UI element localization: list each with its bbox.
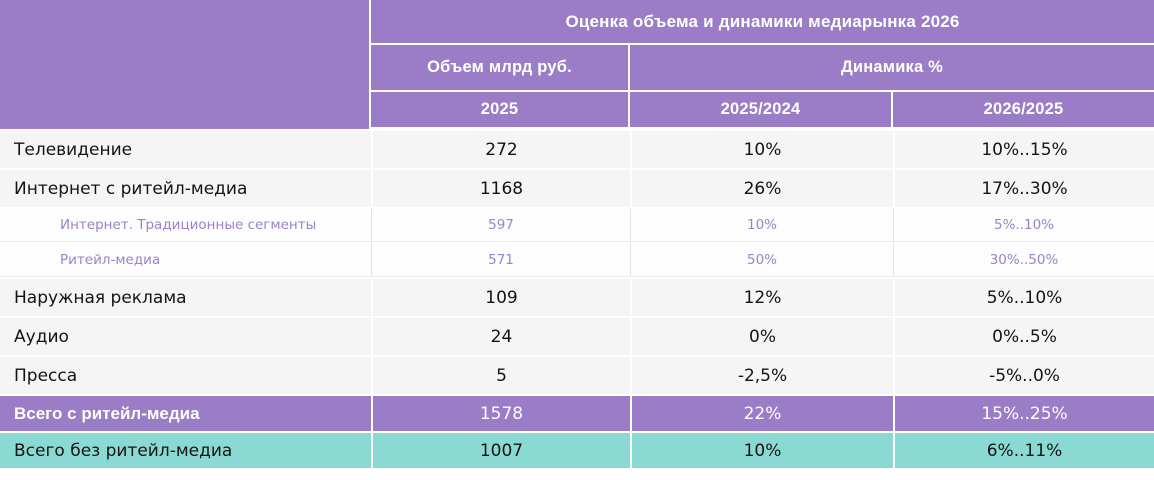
header-row-groups: Объем млрд руб. Динамика % — [0, 45, 1154, 92]
media-table: Оценка объема и динамики медиарынка 2026… — [0, 0, 1154, 468]
dynamics-2025-2024-value: 10% — [630, 431, 893, 468]
dynamics-2025-2024-value: 50% — [630, 242, 893, 277]
segment-label: Ритейл-медиа — [0, 242, 371, 277]
segment-label: Интернет с ритейл-медиа — [0, 168, 371, 207]
volume-value: 272 — [371, 129, 630, 168]
row-television: Телевидение 272 10% 10%..15% — [0, 129, 1154, 168]
header-col-2026-2025: 2026/2025 — [893, 92, 1154, 129]
segment-label: Интернет. Традиционные сегменты — [0, 207, 371, 242]
row-retail-media: Ритейл-медиа 571 50% 30%..50% — [0, 242, 1154, 277]
dynamics-2026-2025-value: 0%..5% — [893, 316, 1154, 355]
dynamics-2025-2024-value: 12% — [630, 277, 893, 316]
dynamics-2025-2024-value: 10% — [630, 207, 893, 242]
volume-value: 571 — [371, 242, 630, 277]
row-press: Пресса 5 -2,5% -5%..0% — [0, 355, 1154, 394]
volume-value: 1168 — [371, 168, 630, 207]
segment-label: Всего без ритейл-медиа — [0, 431, 371, 468]
volume-value: 24 — [371, 316, 630, 355]
header-col-2025: 2025 — [371, 92, 630, 129]
dynamics-2025-2024-value: -2,5% — [630, 355, 893, 394]
row-audio: Аудио 24 0% 0%..5% — [0, 316, 1154, 355]
header-row-title: Оценка объема и динамики медиарынка 2026 — [0, 0, 1154, 129]
volume-value: 109 — [371, 277, 630, 316]
row-total-without-retail-media: Всего без ритейл-медиа 1007 10% 6%..11% — [0, 431, 1154, 468]
dynamics-2025-2024-value: 10% — [630, 129, 893, 168]
dynamics-2025-2024-value: 0% — [630, 316, 893, 355]
dynamics-2026-2025-value: 30%..50% — [893, 242, 1154, 277]
dynamics-2025-2024-value: 26% — [630, 168, 893, 207]
volume-value: 1578 — [371, 394, 630, 431]
volume-value: 5 — [371, 355, 630, 394]
dynamics-2026-2025-value: 15%..25% — [893, 394, 1154, 431]
segment-label: Аудио — [0, 316, 371, 355]
table-corner-cell — [0, 0, 371, 129]
header-col-2025-2024: 2025/2024 — [630, 92, 893, 129]
row-internet-with-retail: Интернет с ритейл-медиа 1168 26% 17%..30… — [0, 168, 1154, 207]
header-volume-group: Объем млрд руб. — [371, 45, 630, 92]
segment-label: Всего с ритейл-медиа — [0, 394, 371, 431]
table-title: Оценка объема и динамики медиарынка 2026 — [371, 0, 1154, 45]
dynamics-2026-2025-value: 10%..15% — [893, 129, 1154, 168]
dynamics-2026-2025-value: 17%..30% — [893, 168, 1154, 207]
dynamics-2026-2025-value: -5%..0% — [893, 355, 1154, 394]
header-dynamics-group: Динамика % — [630, 45, 1154, 92]
volume-value: 597 — [371, 207, 630, 242]
dynamics-2026-2025-value: 6%..11% — [893, 431, 1154, 468]
row-outdoor-advertising: Наружная реклама 109 12% 5%..10% — [0, 277, 1154, 316]
dynamics-2026-2025-value: 5%..10% — [893, 207, 1154, 242]
segment-label: Телевидение — [0, 129, 371, 168]
volume-value: 1007 — [371, 431, 630, 468]
row-internet-traditional-segments: Интернет. Традиционные сегменты 597 10% … — [0, 207, 1154, 242]
segment-label: Пресса — [0, 355, 371, 394]
dynamics-2025-2024-value: 22% — [630, 394, 893, 431]
segment-label: Наружная реклама — [0, 277, 371, 316]
row-total-with-retail-media: Всего с ритейл-медиа 1578 22% 15%..25% — [0, 394, 1154, 431]
header-row-years: 2025 2025/2024 2026/2025 — [0, 92, 1154, 129]
dynamics-2026-2025-value: 5%..10% — [893, 277, 1154, 316]
